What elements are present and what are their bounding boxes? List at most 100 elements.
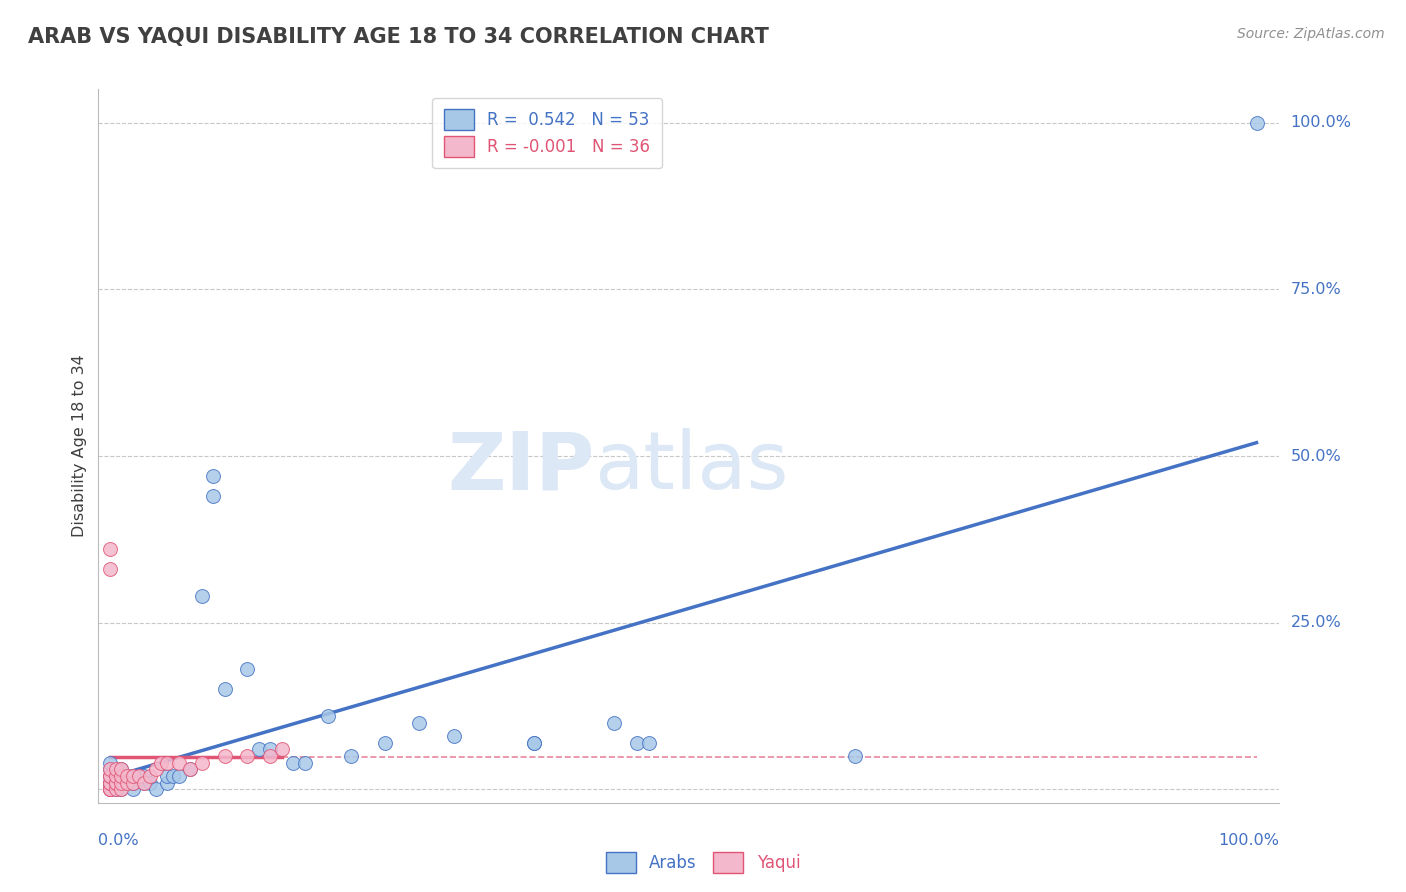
Point	[110, 782, 132, 797]
Point	[214, 749, 236, 764]
Text: 0.0%: 0.0%	[98, 833, 139, 848]
Point	[98, 763, 121, 777]
Point	[156, 756, 179, 770]
Point	[98, 562, 121, 576]
Point	[202, 489, 225, 503]
Point	[179, 763, 201, 777]
Point	[626, 736, 648, 750]
Text: ARAB VS YAQUI DISABILITY AGE 18 TO 34 CORRELATION CHART: ARAB VS YAQUI DISABILITY AGE 18 TO 34 CO…	[28, 27, 769, 46]
Point	[104, 769, 127, 783]
Point	[98, 782, 121, 797]
Point	[104, 769, 127, 783]
Point	[167, 756, 190, 770]
Point	[104, 763, 127, 777]
Point	[121, 776, 143, 790]
Point	[110, 782, 132, 797]
Legend: Arabs, Yaqui: Arabs, Yaqui	[599, 846, 807, 880]
Point	[259, 742, 281, 756]
Point	[115, 769, 138, 783]
Point	[98, 782, 121, 797]
Text: ZIP: ZIP	[447, 428, 595, 507]
Point	[139, 776, 162, 790]
Point	[98, 776, 121, 790]
Point	[156, 776, 179, 790]
Point	[202, 469, 225, 483]
Point	[637, 736, 659, 750]
Point	[98, 782, 121, 797]
Point	[104, 776, 127, 790]
Point	[844, 749, 866, 764]
Point	[98, 776, 121, 790]
Point	[104, 782, 127, 797]
Point	[523, 736, 546, 750]
Point	[316, 709, 339, 723]
Point	[128, 769, 150, 783]
Point	[104, 776, 127, 790]
Point	[134, 776, 156, 790]
Point	[98, 763, 121, 777]
Text: 25.0%: 25.0%	[1291, 615, 1341, 631]
Point	[190, 756, 212, 770]
Point	[121, 769, 143, 783]
Point	[98, 776, 121, 790]
Point	[523, 736, 546, 750]
Point	[134, 776, 156, 790]
Point	[121, 782, 143, 797]
Text: 50.0%: 50.0%	[1291, 449, 1341, 464]
Point	[1246, 115, 1268, 129]
Point	[121, 776, 143, 790]
Point	[110, 763, 132, 777]
Point	[443, 729, 465, 743]
Point	[247, 742, 270, 756]
Point	[110, 776, 132, 790]
Point	[104, 782, 127, 797]
Point	[98, 769, 121, 783]
Y-axis label: Disability Age 18 to 34: Disability Age 18 to 34	[72, 355, 87, 537]
Point	[283, 756, 305, 770]
Point	[104, 776, 127, 790]
Point	[145, 782, 167, 797]
Text: atlas: atlas	[595, 428, 789, 507]
Point	[121, 769, 143, 783]
Point	[156, 769, 179, 783]
Point	[259, 749, 281, 764]
Point	[110, 776, 132, 790]
Legend: R =  0.542   N = 53, R = -0.001   N = 36: R = 0.542 N = 53, R = -0.001 N = 36	[433, 97, 662, 169]
Point	[98, 769, 121, 783]
Point	[134, 769, 156, 783]
Point	[115, 776, 138, 790]
Point	[128, 769, 150, 783]
Point	[150, 756, 173, 770]
Point	[115, 769, 138, 783]
Point	[408, 715, 430, 730]
Point	[98, 782, 121, 797]
Point	[98, 776, 121, 790]
Text: Source: ZipAtlas.com: Source: ZipAtlas.com	[1237, 27, 1385, 41]
Point	[115, 776, 138, 790]
Point	[236, 662, 259, 676]
Point	[98, 776, 121, 790]
Text: 100.0%: 100.0%	[1291, 115, 1351, 130]
Point	[374, 736, 396, 750]
Point	[214, 682, 236, 697]
Point	[179, 763, 201, 777]
Point	[98, 782, 121, 797]
Point	[110, 769, 132, 783]
Point	[294, 756, 316, 770]
Point	[167, 769, 190, 783]
Point	[162, 769, 184, 783]
Text: 75.0%: 75.0%	[1291, 282, 1341, 297]
Point	[98, 756, 121, 770]
Point	[110, 763, 132, 777]
Point	[115, 776, 138, 790]
Point	[236, 749, 259, 764]
Point	[104, 776, 127, 790]
Point	[98, 542, 121, 557]
Point	[603, 715, 626, 730]
Point	[190, 589, 212, 603]
Point	[270, 742, 292, 756]
Point	[98, 769, 121, 783]
Point	[110, 769, 132, 783]
Point	[145, 763, 167, 777]
Text: 100.0%: 100.0%	[1219, 833, 1279, 848]
